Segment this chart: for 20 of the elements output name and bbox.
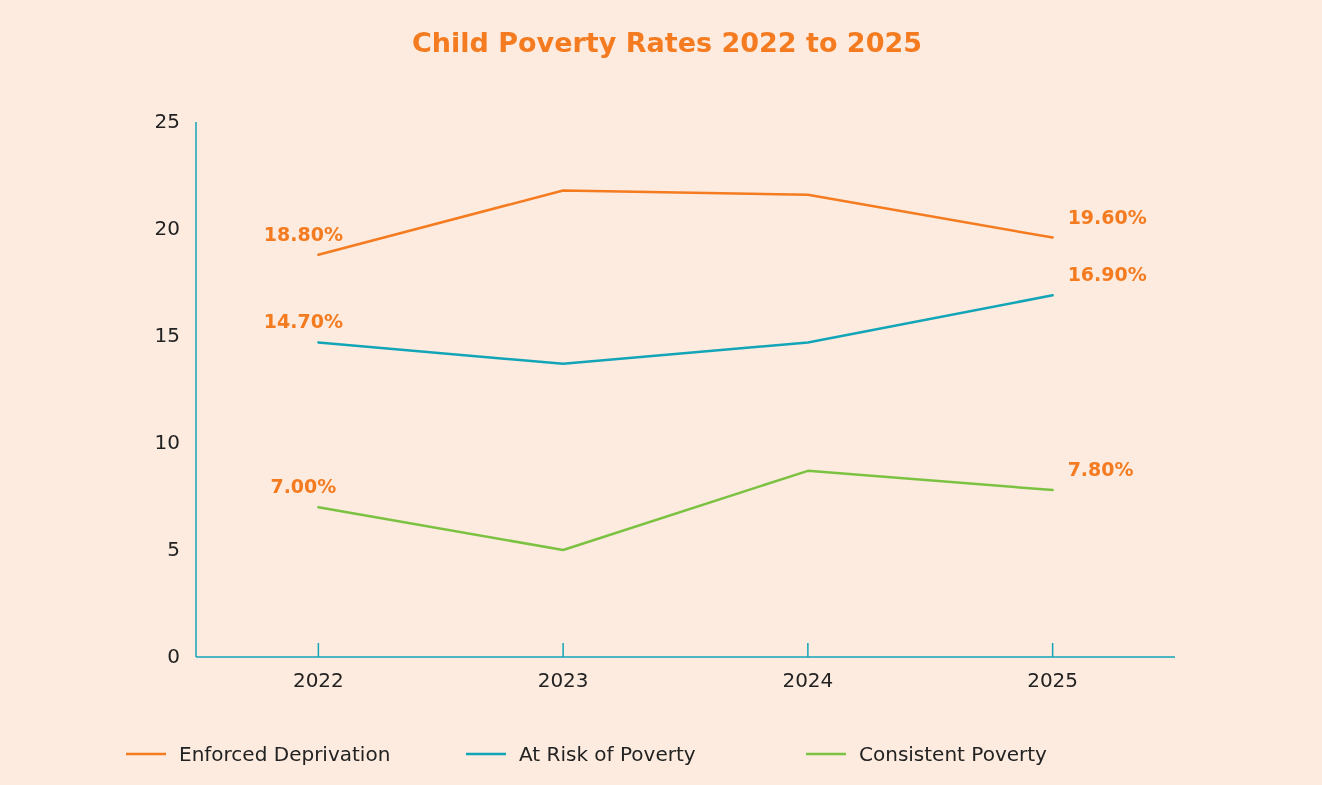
- legend-label: At Risk of Poverty: [519, 741, 696, 766]
- y-tick-label: 15: [154, 322, 180, 347]
- y-tick-label: 20: [154, 215, 180, 240]
- data-label: 7.80%: [1067, 458, 1134, 481]
- x-tick-label: 2024: [782, 668, 834, 692]
- data-label: 7.00%: [270, 475, 337, 498]
- legend-label: Consistent Poverty: [859, 741, 1048, 766]
- y-tick-label: 10: [154, 429, 180, 454]
- y-tick-label: 5: [167, 536, 180, 561]
- data-label: 19.60%: [1067, 205, 1147, 228]
- x-tick-label: 2022: [292, 668, 344, 692]
- legend-label: Enforced Deprivation: [179, 741, 391, 766]
- data-label: 18.80%: [263, 222, 343, 245]
- chart-title: Child Poverty Rates 2022 to 2025: [412, 27, 922, 58]
- y-tick-label: 25: [154, 108, 180, 133]
- x-tick-label: 2025: [1027, 668, 1079, 692]
- x-tick-label: 2023: [537, 668, 589, 692]
- data-label: 14.70%: [263, 310, 343, 333]
- data-label: 16.90%: [1067, 263, 1147, 286]
- y-tick-label: 0: [167, 643, 180, 668]
